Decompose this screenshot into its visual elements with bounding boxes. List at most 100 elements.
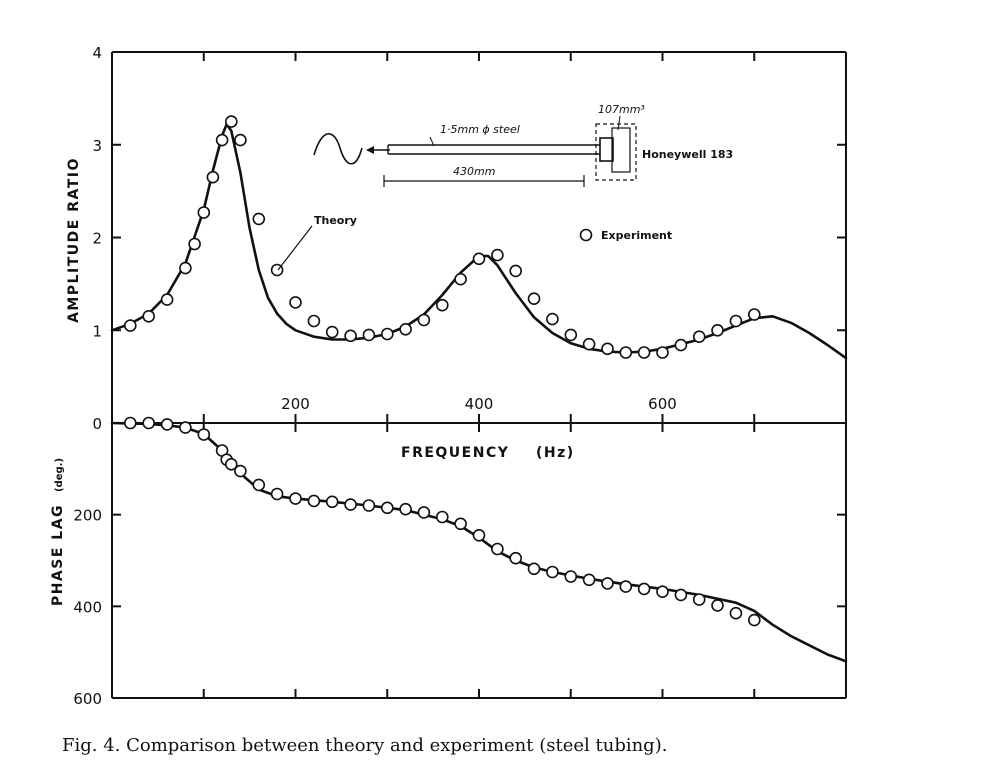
amplitude-experiment-point [564,328,578,342]
phase-experiment-point [160,418,174,431]
phase-experiment-point [472,528,486,542]
amplitude-experiment-point [289,296,302,309]
amplitude-experiment-point [417,313,431,327]
theory-label-leader [277,225,313,271]
phase-y-axis-title: PHASE LAG [50,504,66,606]
phase-experiment-point [325,495,339,509]
x-axis-unit: (Hz) [536,445,575,461]
amplitude-experiment-point [399,322,412,336]
amplitude-experiment-point [582,337,596,351]
amplitude-experiment-point [692,330,706,344]
phase-experiment-point [435,510,449,524]
amplitude-experiment-point [142,309,155,323]
volume-pointer [617,115,621,131]
amplitude-experiment-point [729,314,743,328]
phase-experiment-point [344,498,357,511]
phase-experiment-point [417,506,431,519]
phase-y-tick-label: 200 [73,507,102,525]
amplitude-experiment-point [546,312,559,326]
amplitude-experiment-point [435,298,449,312]
amplitude-experiment-point [179,261,192,275]
phase-experiment-point [362,499,376,512]
phase-experiment-point [729,606,743,620]
amplitude-experiment-point [509,264,523,278]
phase-experiment-point [270,487,284,501]
amplitude-experiment-point [674,338,688,352]
phase-experiment-point [711,599,724,612]
amplitude-experiment-point [234,133,247,147]
transducer-label: Honeywell 183 [642,148,733,161]
phase-experiment-point [142,416,155,430]
phase-experiment-point [124,416,137,430]
phase-experiment-point [582,573,596,587]
amplitude-experiment-point [160,293,174,306]
amplitude-experiment-point [619,346,633,359]
transducer-body [599,137,614,162]
schematic-inset: 1·5mm ϕ steel 430mm 107mm³ Honeywell 183 [313,103,733,187]
amplitude-experiment-point [454,272,467,286]
amp-y-tick-label: 3 [92,137,102,155]
volume-box [611,127,631,173]
x-tick-label: 400 [465,395,494,413]
phase-experiment-point [454,517,467,531]
amplitude-experiment-point [124,319,137,332]
figure-caption: Fig. 4. Comparison between theory and ex… [62,735,668,756]
tube-length-label: 430mm [453,165,495,178]
amplitude-experiment-point [215,133,229,147]
phase-experiment-point [197,428,211,441]
phase-experiment-point [637,582,651,596]
phase-experiment-point [619,580,633,593]
amplitude-experiment-point [344,329,357,343]
amp-y-tick-label: 2 [92,230,102,248]
amplitude-experiment-point [656,346,669,359]
phase-experiment-point [692,593,706,606]
amp-y-tick-label: 4 [92,44,102,62]
volume-label: 107mm³ [598,103,645,116]
amplitude-experiment-point [362,328,376,342]
phase-experiment-point [307,494,321,508]
phase-experiment-point [225,457,238,471]
experiment-legend-label: Experiment [601,229,672,242]
phase-experiment-point [491,542,504,556]
phase-experiment-point [252,478,266,492]
spec-pointer [429,136,435,147]
x-tick-label: 600 [648,395,677,413]
amplitude-experiment-point [252,212,266,226]
phase-experiment-point [601,577,614,590]
amplitude-experiment-point [206,170,220,184]
amp-y-tick-label: 1 [92,322,102,340]
transducer-dashed-box [595,123,637,181]
amplitude-experiment-point [491,248,504,262]
phase-y-axis-unit: (deg.) [54,458,65,492]
phase-experiment-point [747,613,761,627]
x-axis-title: FREQUENCY [401,445,509,461]
amplitude-experiment-point [307,314,321,328]
phase-experiment-point [289,492,302,505]
amplitude-experiment-point [601,342,614,356]
amplitude-experiment-point [197,206,211,219]
phase-panel: 200 400 600 [73,416,848,708]
phase-experiment-point [399,502,412,516]
arrowhead-icon [366,146,374,154]
phase-y-tick-label: 400 [73,598,102,616]
legend: Experiment [579,228,672,242]
amplitude-experiment-point [747,308,761,321]
phase-experiment-point [674,588,688,602]
amplitude-experiment-point [527,292,541,306]
phase-experiment-point [546,565,559,579]
theory-label: Theory [314,214,357,227]
phase-y-tick-label: 600 [73,690,102,708]
phase-experiment-point [234,464,247,478]
amplitude-experiment-point [188,237,201,251]
sine-wave-icon [313,133,363,165]
amplitude-experiment-point [472,252,486,266]
amplitude-panel: 0 1 2 3 4 200 400 600 [92,44,848,433]
tube-spec-label: 1·5mm ϕ steel [440,123,520,136]
phase-experiment-point [179,421,192,434]
x-tick-label: 200 [281,395,310,413]
amplitude-experiment-point [711,323,724,337]
experiment-legend-marker [579,228,593,242]
amplitude-experiment-point [225,115,238,128]
amplitude-experiment-point [380,327,394,341]
